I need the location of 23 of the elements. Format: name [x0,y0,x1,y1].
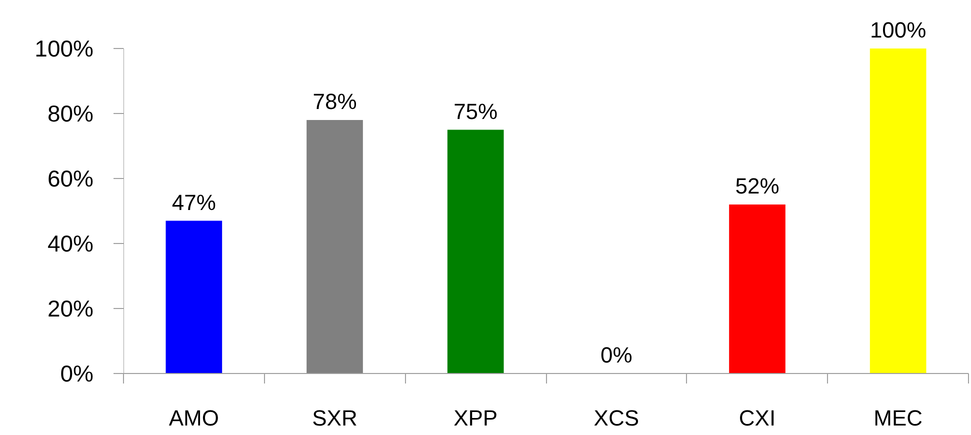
data-label: 100% [870,18,926,42]
bar [729,204,786,374]
x-tick-label: CXI [738,406,776,430]
y-tick-label: 20% [47,296,94,322]
x-tick-label: XCS [594,406,640,430]
y-tick-label: 100% [34,36,94,62]
x-tick-label: SXR [312,406,358,430]
x-tick-label: MEC [874,406,923,430]
data-label: 0% [600,342,632,368]
bar [306,120,363,374]
data-label: 78% [312,89,357,114]
x-tick-label: XPP [454,406,498,430]
data-label: 47% [172,190,216,215]
data-label: 75% [454,98,498,124]
y-tick-label: 60% [47,166,94,192]
bar [447,130,504,374]
y-tick-label: 80% [47,100,94,126]
bar [870,48,926,374]
y-tick-label: 40% [47,230,94,256]
x-tick-label: AMO [168,406,219,430]
y-tick-label: 0% [60,360,94,386]
bar [166,220,222,374]
data-label: 52% [735,174,780,198]
